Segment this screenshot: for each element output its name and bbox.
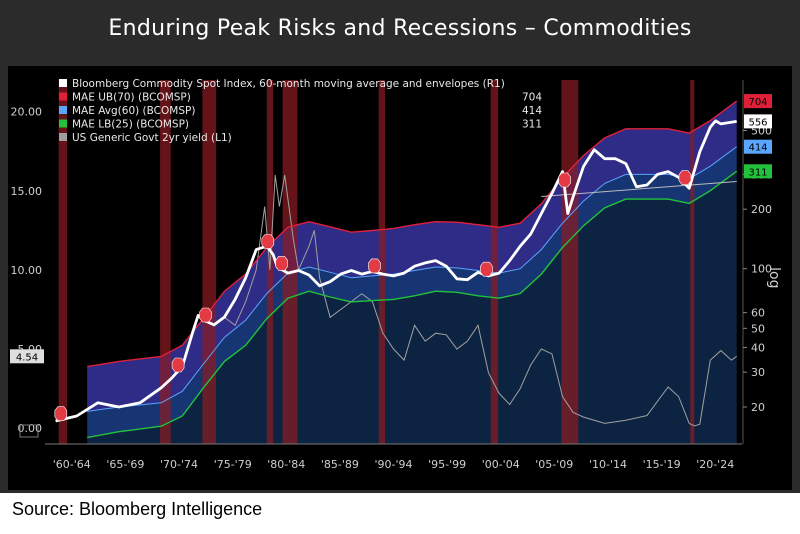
x-tick-label: '15-'19 [643,458,681,471]
right-current-box-2 [744,139,772,154]
legend-swatch-2 [59,106,67,114]
x-tick-label: '65-'69 [106,458,144,471]
x-tick-label: '85-'89 [321,458,359,471]
left-tick-label: 10.00 [11,264,43,277]
recession-band-0 [58,80,68,444]
chart-svg: '60-'64 '65-'69 '70-'74 '75-'79 '80-'84 '85-'… [8,66,792,490]
source-text: Source: Bloomberg Intelligence [12,499,263,519]
right-tick-label: 60 [751,307,765,320]
right-tick-label: 50 [751,322,765,335]
peak-marker-4 [275,256,288,271]
x-tick-label: '10-'14 [589,458,627,471]
legend-value: 414 [522,105,542,117]
recession-band-6 [490,80,499,444]
x-tick-label: '00-'04 [482,458,520,471]
legend-label: MAE Avg(60) (BCOMSP) [72,105,195,117]
x-tick-label: '95-'99 [428,458,466,471]
right-tick-label: 40 [751,342,765,355]
peak-marker-1 [171,357,185,373]
peak-marker-8 [678,170,692,185]
legend-label: MAE UB(70) (BCOMSP) [72,92,191,104]
recession-band-1 [160,80,171,444]
right-current-label: 414 [748,143,767,154]
chart-icon [19,424,39,438]
legend-label: Bloomberg Commodity Spot Index, 60-month… [72,78,505,90]
legend-swatch-0 [59,79,67,87]
recession-band-7 [561,80,579,444]
recession-band-5 [378,80,385,444]
right-axis-label: log [766,267,782,288]
peak-marker-3 [261,234,275,249]
peak-marker-5 [368,258,381,274]
x-tick-label: '05-'09 [535,458,573,471]
series-yield-line [224,174,737,427]
x-tick-label: '60-'64 [53,458,91,471]
footer: Source: Bloomberg Intelligence [0,493,800,534]
series-index-line [55,119,737,423]
legend-value: 311 [522,119,542,131]
x-axis-strip [8,444,792,490]
left-tick-label: 15.00 [11,185,43,198]
right-current-box-3 [744,164,772,179]
legend-swatch-1 [59,92,67,101]
right-current-label: 311 [748,167,767,178]
right-current-label: 704 [748,97,767,108]
peak-marker-6 [480,261,493,277]
recession-band-8 [690,80,695,444]
peak-marker-0 [54,406,68,422]
right-current-box-1 [744,114,772,129]
left-current-box [10,349,44,364]
peak-marker-7 [558,172,571,188]
right-tick-label: 100 [751,263,772,276]
x-tick-label: '70-'74 [160,458,198,471]
legend-value: 704 [522,92,542,104]
x-tick-label: '20-'24 [696,458,734,471]
legend-label: US Generic Govt 2yr yield (L1) [72,132,232,144]
series-upper-band-line [87,100,738,368]
legend-label: MAE LB(25) (BCOMSP) [72,119,189,131]
right-tick-label: 200 [751,203,772,216]
chart-title: Enduring Peak Risks and Recessions – Com… [108,16,692,41]
right-tick-label: 30 [751,366,765,379]
legend-swatch-4 [59,133,67,141]
x-tick-label: '75-'79 [214,458,252,471]
right-axis-strip [742,66,792,444]
legend-swatch-3 [59,119,67,128]
right-current-box-0 [744,94,772,109]
left-tick-label: 20.00 [11,106,43,119]
right-tick-label: 20 [751,401,765,414]
x-tick-label: '80-'84 [267,458,305,471]
recession-band-4 [282,80,298,444]
x-tick-label: '90-'94 [374,458,412,471]
chart-area: '60-'64 '65-'69 '70-'74 '75-'79 '80-'84 '85-'… [8,66,792,490]
left-current-label: 4.54 [16,352,38,363]
peak-marker-2 [199,307,212,323]
series-lower-band-line [87,170,738,439]
right-current-label: 556 [748,117,767,128]
